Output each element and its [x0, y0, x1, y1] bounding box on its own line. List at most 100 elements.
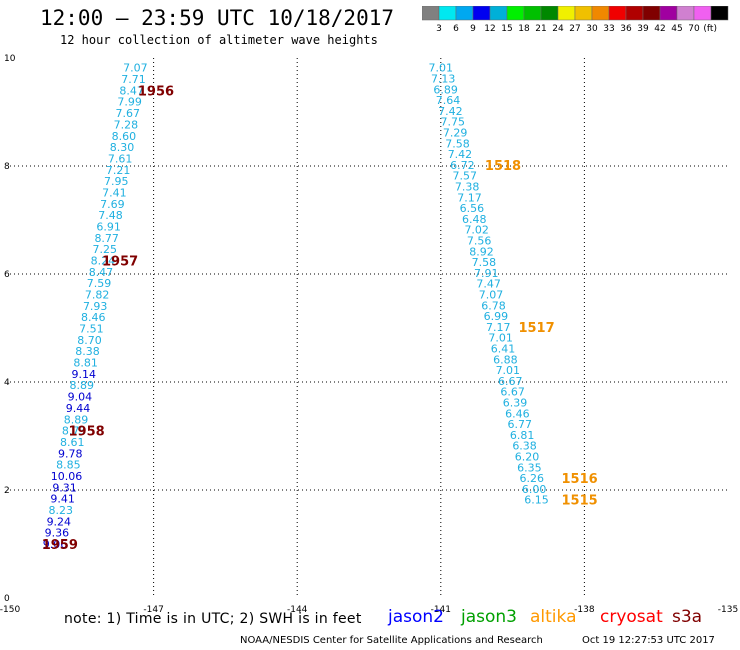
east-track-point: 6.26: [519, 472, 544, 485]
west-track-point: 7.51: [79, 323, 104, 336]
west-track-point: 7.61: [108, 152, 133, 165]
east-track-point: 7.01: [429, 62, 454, 75]
west-track-point: 7.41: [102, 186, 127, 199]
east-track-point: 7.58: [445, 137, 470, 150]
east-time-label: 1518: [485, 159, 521, 174]
east-track-point: 6.99: [484, 310, 509, 323]
chart-title: 12:00 – 23:59 UTC 10/18/2017: [40, 6, 395, 30]
legend-cryosat: cryosat: [600, 607, 663, 627]
east-track-point: 6.67: [500, 386, 525, 399]
west-track-point: 8.77: [94, 232, 119, 245]
colorbar-label: 30: [586, 24, 598, 34]
west-track-point: 9.06: [43, 538, 68, 551]
east-track-point: 7.13: [431, 73, 456, 86]
colorbar-label: 24: [552, 24, 564, 34]
west-track-point: 7.67: [116, 107, 141, 120]
east-time-label: 1516: [562, 472, 598, 487]
east-track-point: 7.56: [467, 235, 492, 248]
west-track-point: 7.28: [114, 118, 139, 131]
east-track-point: 8.92: [469, 245, 494, 258]
east-track-point: 6.78: [481, 299, 506, 312]
west-track-point: 9.31: [52, 481, 77, 494]
west-track-point: 9.24: [47, 515, 72, 528]
east-track-point: 6.15: [524, 494, 549, 507]
units-note: note: 1) Time is in UTC; 2) SWH is in fe…: [64, 611, 362, 627]
east-track-point: 7.29: [443, 127, 468, 140]
west-track-point: 7.07: [123, 62, 148, 75]
west-track-point: 7.71: [121, 73, 146, 86]
chart-subtitle: 12 hour collection of altimeter wave hei…: [60, 33, 378, 47]
west-track-point: 7.69: [100, 198, 125, 211]
y-tick-label: 8: [4, 162, 10, 172]
east-track-point: 7.01: [496, 364, 521, 377]
y-tick-label: 10: [4, 54, 16, 64]
west-track-point: 7.48: [98, 209, 123, 222]
colorbar-label: 6: [453, 24, 459, 34]
west-track-point: 8.30: [110, 141, 135, 154]
west-track-point: 8.46: [81, 311, 106, 324]
y-tick-label: 0: [4, 594, 10, 604]
east-track-point: 7.17: [457, 191, 482, 204]
east-track-point: 6.41: [491, 343, 516, 356]
colorbar-legend: 3 6 9 12 15 18 21 24 27 30 33 36 39 42 45 70 (ft): [422, 6, 729, 34]
colorbar-label: 70: [688, 24, 700, 34]
colorbar-label: 9: [470, 24, 476, 34]
west-track-point: 7.95: [104, 175, 129, 188]
east-track-point: 6.48: [462, 213, 487, 226]
x-tick-label: -138: [574, 605, 595, 615]
east-track-point: 6.00: [522, 483, 547, 496]
west-track-point: 8.73: [62, 425, 87, 438]
colorbar-swatch: [710, 6, 729, 21]
east-track-point: 7.17: [486, 321, 511, 334]
east-track-point: 6.35: [517, 461, 542, 474]
west-track-point: 7.25: [93, 243, 118, 256]
west-track-point: 7.99: [117, 96, 142, 109]
x-tick-label: -141: [431, 605, 451, 615]
west-track-point: 7.93: [83, 300, 108, 313]
west-track-point: 9.04: [68, 391, 93, 404]
colorbar-label: 12: [484, 24, 495, 34]
west-track-point: 9.78: [58, 447, 83, 460]
west-time-label: 1957: [102, 255, 138, 270]
east-track-point: 7.42: [448, 148, 473, 161]
colorbar-label: 36: [620, 24, 632, 34]
east-track-point: 7.42: [438, 105, 463, 118]
east-track-point: 6.39: [503, 397, 528, 410]
colorbar-label: 39: [637, 24, 649, 34]
legend-altika: altika: [530, 607, 577, 627]
west-time-label: 1956: [138, 84, 174, 99]
east-track-point: 7.64: [436, 94, 461, 107]
east-track-point: 6.77: [508, 418, 533, 431]
west-track-point: 8.60: [112, 130, 137, 143]
east-track-point: 7.75: [441, 116, 466, 129]
east-track-point: 7.07: [479, 289, 504, 302]
west-track-point: 8.38: [75, 345, 100, 358]
east-track-point: 6.67: [498, 375, 523, 388]
west-time-label: 1958: [68, 425, 104, 440]
footer-timestamp: Oct 19 12:27:53 UTC 2017: [582, 635, 715, 646]
west-track-point: 7.21: [106, 164, 131, 177]
legend-s3a: s3a: [672, 607, 703, 627]
x-tick-label: -150: [0, 605, 20, 615]
west-track-point: 9.36: [45, 527, 70, 540]
east-track-point: 7.58: [472, 256, 497, 269]
colorbar-label: 18: [518, 24, 530, 34]
east-time-label: 1515: [562, 494, 598, 509]
colorbar-label: 33: [603, 24, 614, 34]
colorbar-label: 3: [436, 24, 442, 34]
west-track-point: 9.44: [66, 402, 91, 415]
east-track-point: 7.57: [452, 170, 477, 183]
west-track-point: 8.81: [73, 357, 98, 370]
west-track-point: 8.23: [48, 504, 73, 517]
west-track-point: 7.82: [85, 289, 110, 302]
footer-credit: NOAA/NESDIS Center for Satellite Applica…: [240, 635, 543, 646]
west-track-point: 8.89: [70, 379, 95, 392]
west-track-point: 8.24: [91, 255, 116, 268]
east-track-point: 6.89: [433, 83, 458, 96]
west-track-point: 8.47: [119, 84, 144, 97]
west-track-point: 8.85: [56, 459, 81, 472]
y-tick-label: 2: [4, 486, 10, 496]
east-track-point: 6.88: [493, 353, 518, 366]
west-track-point: 9.14: [71, 368, 96, 381]
